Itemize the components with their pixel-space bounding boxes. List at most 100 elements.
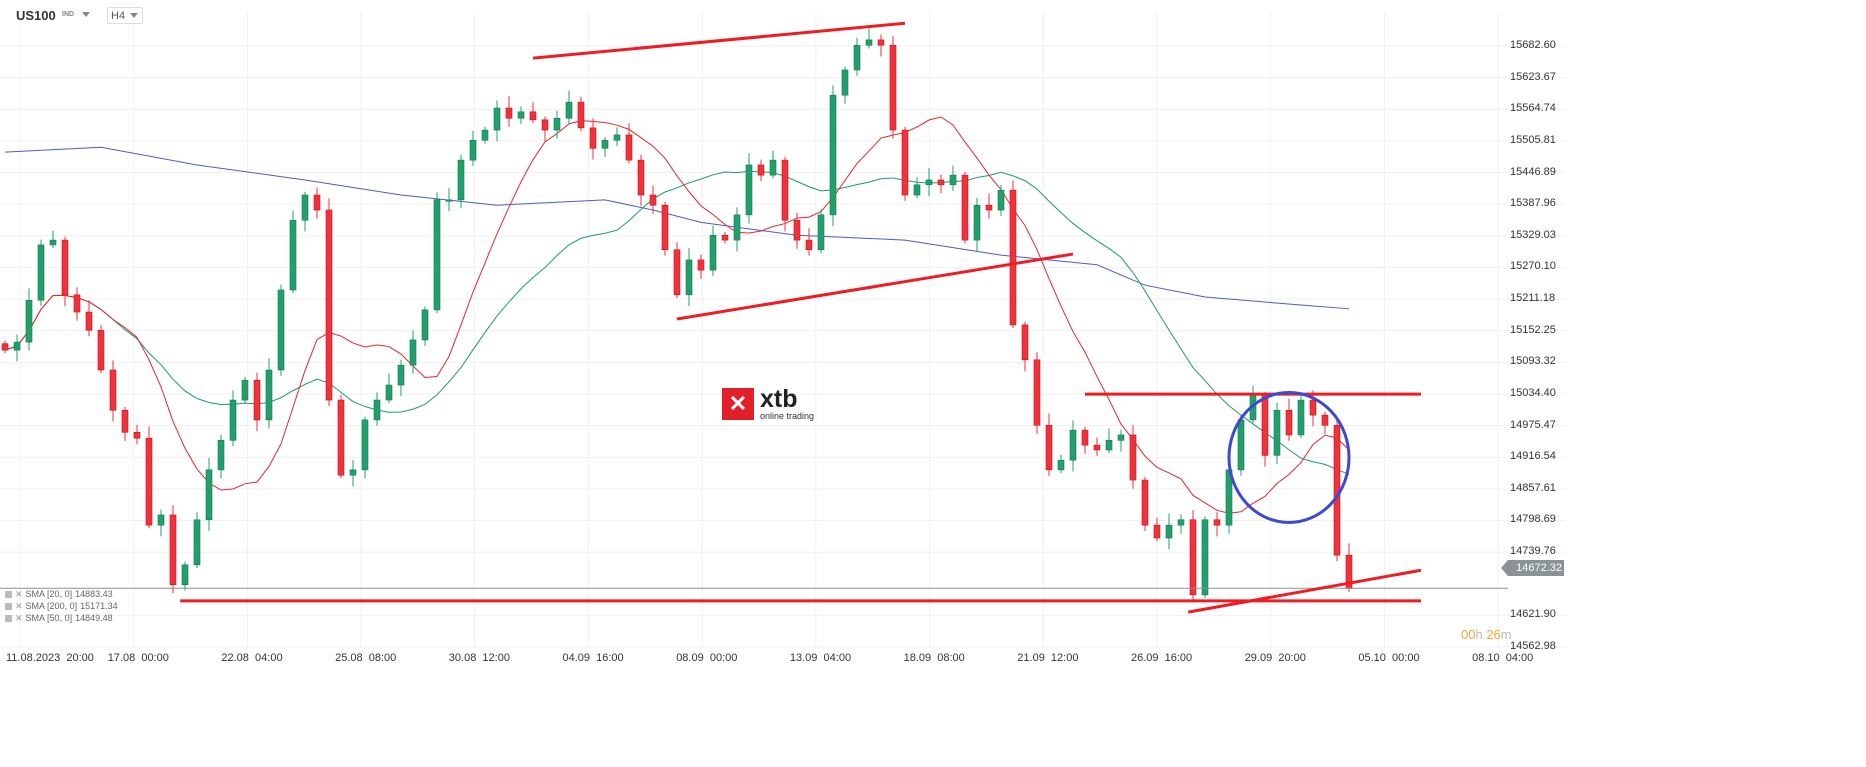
price-tick: 15329.03: [1510, 228, 1556, 241]
price-tick: 15505.81: [1510, 133, 1556, 146]
time-tick: 05.10 00:00: [1358, 652, 1420, 664]
bear-candle: [133, 431, 141, 439]
time-tick: 08.09 00:00: [676, 652, 738, 664]
bull-candle: [853, 44, 861, 71]
bear-candle: [901, 129, 909, 196]
bull-candle: [1273, 409, 1281, 456]
bull-candle: [37, 244, 45, 301]
bear-candle: [1093, 444, 1101, 451]
bull-candle: [1057, 459, 1065, 471]
chevron-down-icon[interactable]: [82, 12, 90, 17]
price-tick: 15093.32: [1510, 355, 1556, 368]
price-tick: 15564.74: [1510, 102, 1556, 115]
bear-candle: [505, 107, 513, 119]
bull-candle: [373, 399, 381, 421]
legend-item[interactable]: ✕ SMA [20, 0] 14883.43: [5, 588, 118, 600]
bull-candle: [733, 214, 741, 241]
time-tick: 30.08 12:00: [448, 652, 510, 664]
sma-200-line: [4, 146, 1350, 310]
bull-candle: [229, 399, 237, 441]
bull-candle: [925, 179, 933, 186]
bear-candle: [1141, 479, 1149, 526]
bear-candle: [637, 159, 645, 196]
price-tick: 14857.61: [1510, 481, 1556, 494]
symbol-type: IND: [62, 11, 75, 18]
bear-candle: [1033, 359, 1041, 426]
xtb-logo-icon: ✕: [722, 388, 754, 420]
bull-candle: [517, 111, 525, 119]
price-tick: 14621.90: [1510, 608, 1556, 621]
time-tick: 18.09 08:00: [903, 652, 965, 664]
close-icon[interactable]: ✕: [15, 601, 23, 611]
symbol-name[interactable]: US100: [16, 8, 56, 23]
bull-candle: [421, 309, 429, 341]
bull-candle: [457, 159, 465, 201]
drawings[interactable]: [180, 21, 1422, 614]
bull-candle: [13, 341, 21, 351]
bull-candle: [157, 514, 165, 526]
timeframe-select[interactable]: H4: [107, 7, 143, 24]
bull-candle: [433, 199, 441, 311]
bull-candle: [913, 184, 921, 196]
settings-icon[interactable]: [5, 590, 12, 598]
settings-icon[interactable]: [5, 614, 12, 622]
legend-item[interactable]: ✕ SMA [200, 0] 15171.34: [5, 600, 118, 612]
bear-candle: [805, 239, 813, 251]
legend-label: SMA [20, 0]: [25, 589, 73, 599]
bear-candle: [109, 369, 117, 411]
bear-candle: [73, 294, 81, 313]
bear-candle: [325, 209, 333, 401]
bear-candle: [577, 101, 585, 129]
time-tick: 25.08 08:00: [335, 652, 397, 664]
bull-candle: [553, 117, 561, 131]
timer-h: h: [1475, 627, 1483, 642]
timer-m: m: [1500, 627, 1512, 642]
bear-candle: [313, 194, 321, 211]
bull-candle: [193, 519, 201, 566]
legend-item[interactable]: ✕ SMA [50, 0] 14849.48: [5, 612, 118, 624]
candle-timer: 00h 26m: [1461, 627, 1512, 642]
price-tick: 15034.40: [1510, 386, 1556, 399]
logo-tagline: online trading: [760, 411, 815, 421]
bear-candle: [937, 179, 945, 186]
trend-line: [532, 21, 906, 60]
close-icon[interactable]: ✕: [15, 589, 23, 599]
circle-drawing: [1227, 391, 1351, 524]
bear-candle: [1021, 324, 1029, 361]
bull-candle: [769, 159, 777, 176]
time-tick: 11.08.2023 20:00: [6, 652, 94, 664]
bull-candle: [241, 379, 249, 401]
settings-icon[interactable]: [5, 602, 12, 610]
bull-candle: [1117, 434, 1125, 441]
bull-candle: [745, 164, 753, 216]
bear-candle: [97, 329, 105, 371]
sma-20-path: [4, 116, 1350, 514]
bull-candle: [1237, 419, 1245, 471]
bear-candle: [145, 437, 153, 526]
bull-candle: [829, 94, 837, 216]
price-tick: 15623.67: [1510, 70, 1556, 83]
bull-candle: [397, 364, 405, 386]
bull-candle: [181, 564, 189, 586]
bear-candle: [697, 259, 705, 271]
time-tick: 26.09 16:00: [1131, 652, 1193, 664]
bear-candle: [661, 204, 669, 251]
bear-candle: [1261, 394, 1269, 456]
bear-candle: [877, 39, 885, 46]
bull-candle: [865, 39, 873, 46]
time-tick: 17.08 00:00: [107, 652, 169, 664]
bear-candle: [337, 399, 345, 476]
time-tick: 08.10 04:00: [1472, 652, 1534, 664]
bull-candle: [1069, 429, 1077, 461]
price-tick: 14739.76: [1510, 545, 1556, 558]
time-tick: 21.09 12:00: [1017, 652, 1079, 664]
close-icon[interactable]: ✕: [15, 613, 23, 623]
timeframe-value: H4: [111, 10, 126, 22]
bear-candle: [541, 119, 549, 131]
bear-candle: [1129, 434, 1137, 481]
bull-candle: [1105, 440, 1113, 451]
bear-candle: [1321, 414, 1329, 426]
bull-candle: [841, 69, 849, 96]
bull-candle: [817, 214, 825, 251]
